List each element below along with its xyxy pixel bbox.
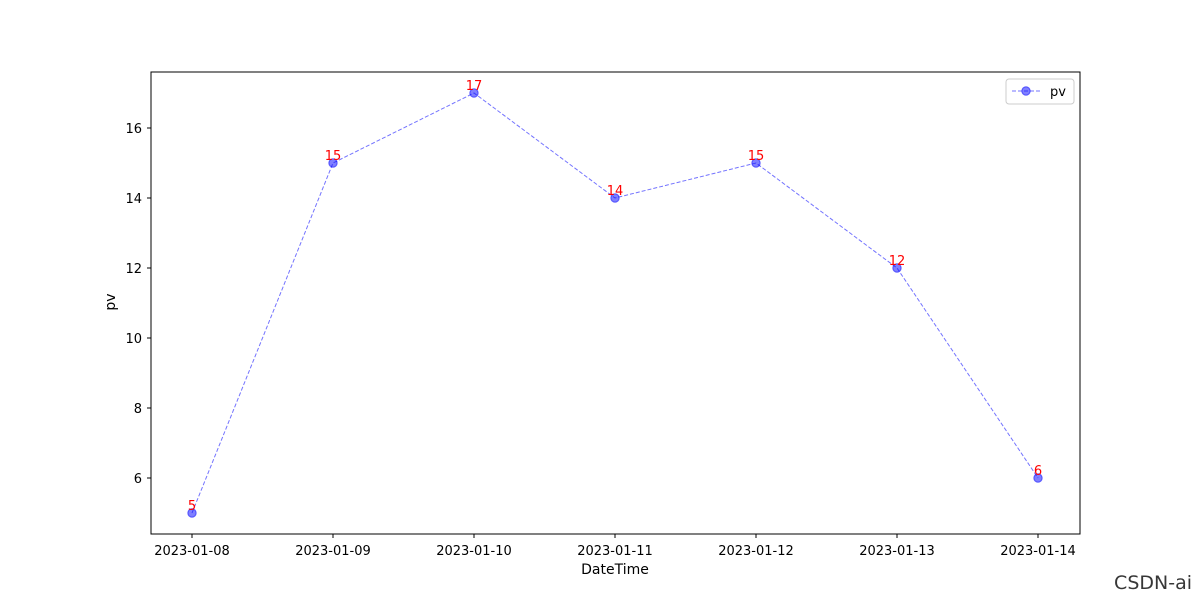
series-pv xyxy=(187,88,1043,518)
plot-border xyxy=(150,71,1081,535)
y-tick-label: 16 xyxy=(125,122,142,137)
x-axis-label: DateTime xyxy=(581,562,649,578)
data-label: 14 xyxy=(607,184,624,199)
data-label: 17 xyxy=(466,79,483,94)
x-tick-label: 2023-01-08 xyxy=(154,544,230,559)
data-point xyxy=(187,508,197,518)
data-label: 15 xyxy=(325,149,342,164)
data-labels: 5 15 17 14 15 12 6 xyxy=(188,79,1042,514)
data-point xyxy=(751,158,761,168)
plot-area xyxy=(150,71,1081,535)
data-point xyxy=(469,88,479,98)
data-label: 12 xyxy=(889,254,906,269)
legend-label: pv xyxy=(1050,85,1066,100)
data-point xyxy=(328,158,338,168)
y-tick-label: 6 xyxy=(134,472,142,487)
watermark-text: CSDN-ai xyxy=(1114,572,1192,594)
x-tick-label: 2023-01-12 xyxy=(718,544,794,559)
y-tick-label: 12 xyxy=(125,262,142,277)
data-point xyxy=(892,263,902,273)
data-label: 15 xyxy=(748,149,765,164)
data-label: 5 xyxy=(188,499,196,514)
legend: pv xyxy=(1005,78,1075,105)
x-axis: 2023-01-08 2023-01-09 2023-01-10 2023-01-11… xyxy=(154,534,1076,559)
data-point xyxy=(1033,473,1043,483)
y-axis-label: pv xyxy=(103,293,119,310)
y-tick-label: 10 xyxy=(125,332,142,347)
data-label: 6 xyxy=(1034,464,1042,479)
x-tick-label: 2023-01-13 xyxy=(859,544,935,559)
x-tick-label: 2023-01-14 xyxy=(1000,544,1076,559)
x-tick-label: 2023-01-09 xyxy=(295,544,371,559)
y-tick-label: 8 xyxy=(134,402,142,417)
x-tick-label: 2023-01-11 xyxy=(577,544,653,559)
legend-marker xyxy=(1021,86,1031,96)
y-tick-label: 14 xyxy=(125,192,142,207)
data-point xyxy=(610,193,620,203)
x-tick-label: 2023-01-10 xyxy=(436,544,512,559)
y-axis: 6 8 10 12 14 16 xyxy=(125,122,151,487)
